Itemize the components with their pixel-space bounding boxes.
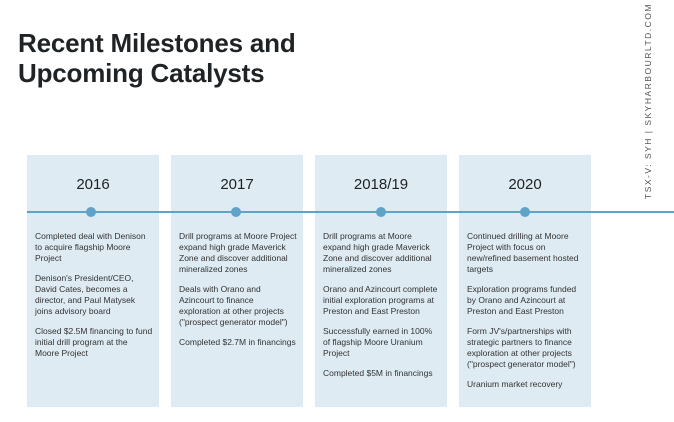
milestone-item: Drill programs at Moore expand high grad… xyxy=(323,231,432,274)
milestone-list-2016: Completed deal with Denison to acquire f… xyxy=(35,231,153,368)
timeline-dot xyxy=(86,207,96,217)
milestone-item: Orano and Azincourt complete initial exp… xyxy=(323,284,438,316)
milestone-item: Completed $2.7M in financings xyxy=(179,337,296,347)
timeline-dot xyxy=(520,207,530,217)
milestone-item: Continued drilling at Moore Project with… xyxy=(467,231,579,274)
milestone-item: Completed deal with Denison to acquire f… xyxy=(35,231,146,263)
milestone-item: Successfully earned in 100% of flagship … xyxy=(323,326,433,358)
milestone-list-2020: Continued drilling at Moore Project with… xyxy=(467,231,585,399)
page-title-line1: Recent Milestones and xyxy=(18,28,296,58)
year-label: 2017 xyxy=(220,176,254,193)
page-title: Recent Milestones and Upcoming Catalysts xyxy=(18,28,296,88)
timeline-column-2017 xyxy=(171,155,303,407)
year-label: 2020 xyxy=(508,176,542,193)
milestone-item: Uranium market recovery xyxy=(467,379,563,389)
page-title-line2: Upcoming Catalysts xyxy=(18,58,265,88)
milestone-item: Denison's President/CEO, David Cates, be… xyxy=(35,273,136,316)
timeline-line xyxy=(27,211,674,213)
milestone-list-2017: Drill programs at Moore Project expand h… xyxy=(179,231,297,357)
timeline-dot xyxy=(231,207,241,217)
year-label: 2018/19 xyxy=(353,176,409,193)
milestone-item: Closed $2.5M financing to fund initial d… xyxy=(35,326,153,358)
milestone-list-2018-19: Drill programs at Moore expand high grad… xyxy=(323,231,441,388)
timeline-dot xyxy=(376,207,386,217)
milestone-item: Form JV's/partnerships with strategic pa… xyxy=(467,326,576,369)
timeline-column-2020 xyxy=(459,155,591,407)
timeline-column-2018-19 xyxy=(315,155,447,407)
side-label: TSX-V: SYH | SKYHARBOURLTD.COM xyxy=(640,3,656,200)
side-label-text: TSX-V: SYH | SKYHARBOURLTD.COM xyxy=(643,3,653,199)
year-label: 2016 xyxy=(76,176,110,193)
milestone-item: Deals with Orano and Azincourt to financ… xyxy=(179,284,288,327)
milestone-item: Drill programs at Moore Project expand h… xyxy=(179,231,297,274)
milestone-item: Completed $5M in financings xyxy=(323,368,433,378)
milestone-item: Exploration programs funded by Orano and… xyxy=(467,284,577,316)
timeline-column-2016 xyxy=(27,155,159,407)
